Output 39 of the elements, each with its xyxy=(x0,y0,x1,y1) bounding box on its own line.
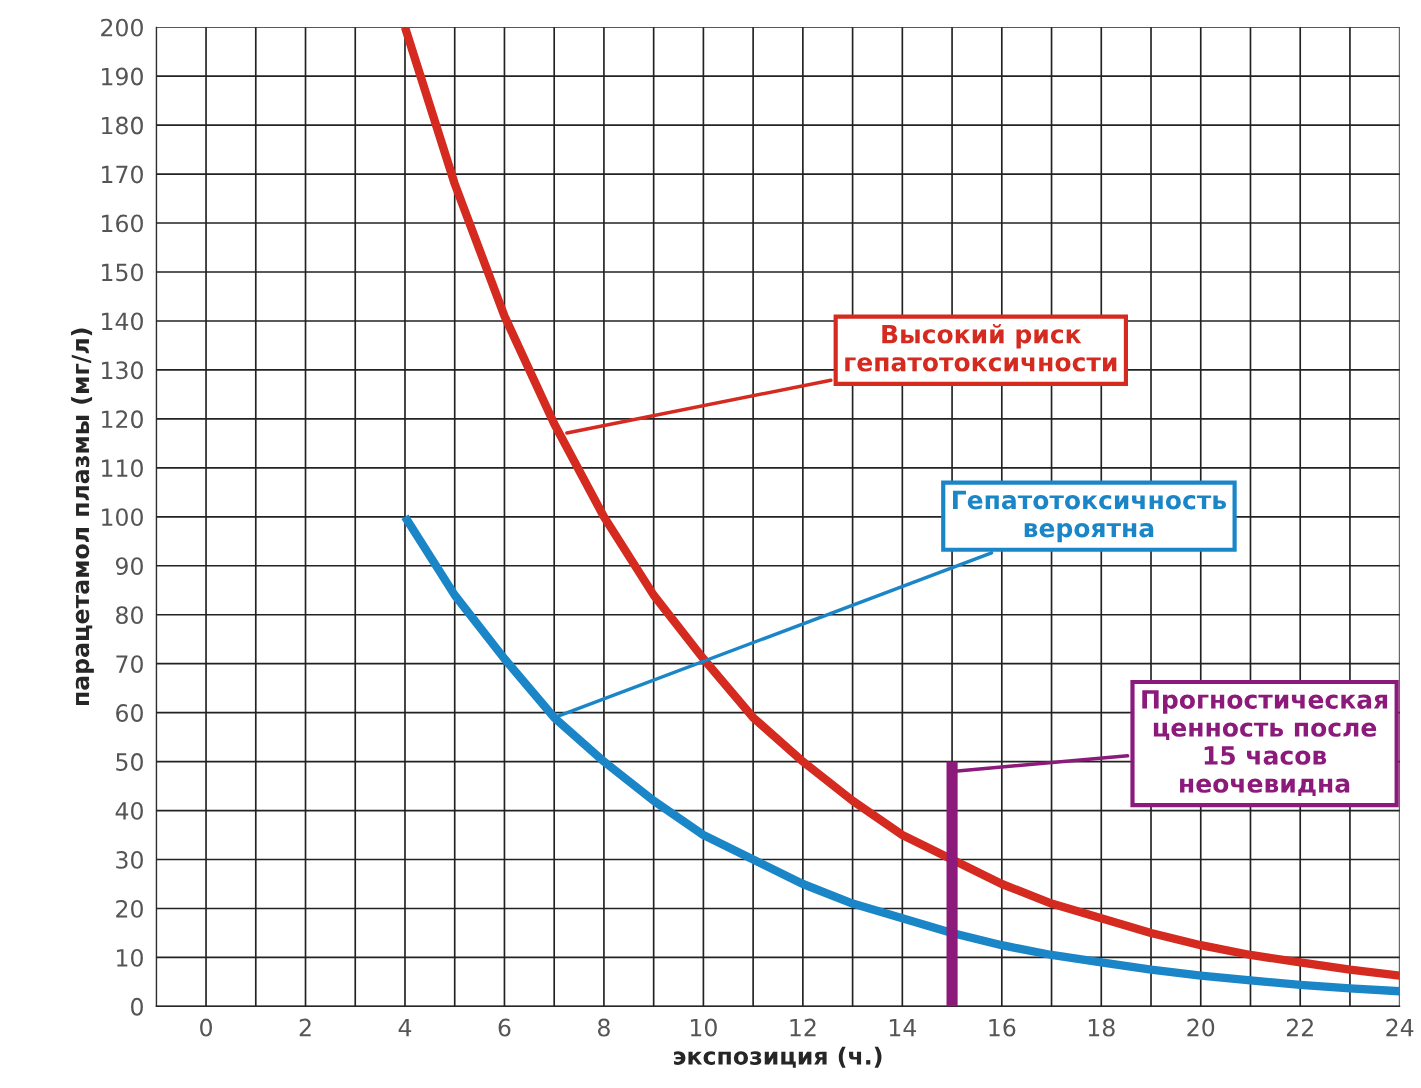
y-axis-title: парацетамол плазмы (мг/л) xyxy=(71,328,94,706)
y-tick-label: 100 xyxy=(102,508,143,527)
x-tick-label: 16 xyxy=(989,1018,1016,1037)
annotation: Прогностическая ценность после 15 часов неочевидна xyxy=(1142,690,1388,796)
y-tick-label: 70 xyxy=(116,655,143,673)
annotation: Гепатотоксичность вероятна xyxy=(953,490,1227,543)
x-axis-title: экспозиция (ч.) xyxy=(674,1046,882,1068)
y-tick-label: 140 xyxy=(102,312,143,331)
x-tick-label: 2 xyxy=(299,1018,311,1037)
x-tick-label: 14 xyxy=(889,1018,917,1037)
x-tick-label: 0 xyxy=(200,1018,212,1037)
y-tick-label: 160 xyxy=(102,214,143,233)
y-tick-label: 190 xyxy=(102,67,143,86)
y-tick-label: 170 xyxy=(102,165,143,184)
annotation: Высокий риск гепатотоксичности xyxy=(845,324,1117,372)
y-tick-label: 110 xyxy=(102,459,143,478)
y-tick-label: 200 xyxy=(101,18,143,37)
y-tick-label: 10 xyxy=(117,948,143,967)
y-tick-label: 50 xyxy=(116,753,143,771)
x-tick-label: 6 xyxy=(498,1018,511,1037)
x-tick-label: 12 xyxy=(790,1018,816,1037)
y-tick-label: 150 xyxy=(102,263,143,282)
y-tick-label: 120 xyxy=(102,410,143,429)
x-tick-label: 18 xyxy=(1088,1018,1115,1037)
x-tick-label: 10 xyxy=(690,1018,717,1037)
y-tick-label: 80 xyxy=(116,606,143,625)
y-tick-label: 90 xyxy=(115,557,143,576)
y-tick-label: 40 xyxy=(115,802,143,820)
x-tick-label: 20 xyxy=(1187,1018,1215,1037)
y-tick-label: 20 xyxy=(116,899,143,918)
x-tick-label: 8 xyxy=(598,1018,610,1037)
x-tick-label: 22 xyxy=(1286,1018,1313,1037)
y-tick-label: 0 xyxy=(131,997,143,1016)
x-tick-label: 4 xyxy=(398,1018,412,1037)
y-tick-label: 30 xyxy=(116,850,143,869)
y-tick-label: 180 xyxy=(102,116,143,135)
y-tick-label: 130 xyxy=(102,361,143,380)
x-tick-label: 24 xyxy=(1386,1018,1414,1037)
y-tick-label: 60 xyxy=(116,704,143,722)
